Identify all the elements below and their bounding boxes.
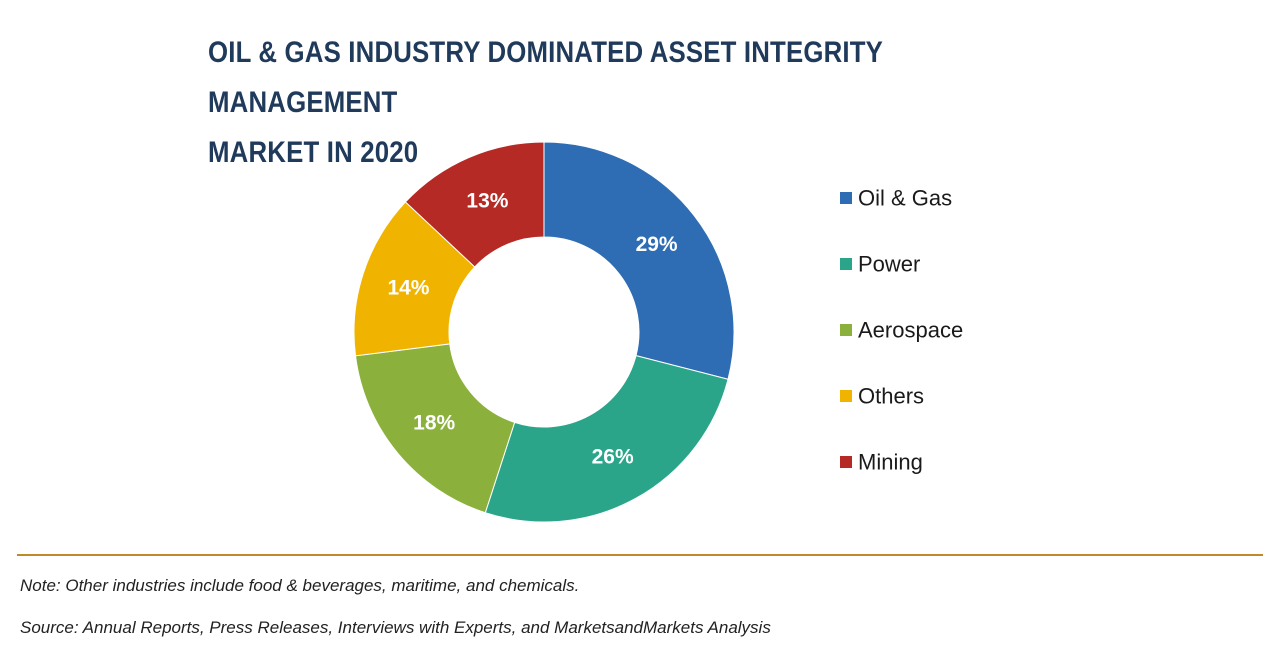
slice-label-mining: 13% [466,190,508,213]
chart-title: OIL & GAS INDUSTRY DOMINATED ASSET INTEG… [208,28,1068,178]
legend-label-aerospace: Aerospace [858,318,963,343]
legend-label-others: Others [858,384,924,409]
legend-label-mining: Mining [858,450,923,475]
slice-label-oil-and-gas: 29% [636,233,678,256]
slice-label-others: 14% [387,276,429,299]
footer-source: Source: Annual Reports, Press Releases, … [20,618,771,637]
chart-title-line-2: MARKET IN 2020 [208,136,419,169]
legend-swatch-power [840,258,852,270]
legend-label-oil-and-gas: Oil & Gas [858,186,952,211]
chart-legend: Oil & Gas Power Aerospace Others Mining [840,186,963,475]
legend-swatch-oil-and-gas [840,192,852,204]
footer-divider [17,554,1263,556]
slice-aerospace [354,343,516,514]
slice-power [484,355,729,523]
chart-title-line-1: OIL & GAS INDUSTRY DOMINATED ASSET INTEG… [208,36,883,119]
slice-label-aerospace: 18% [413,411,455,434]
legend-swatch-others [840,390,852,402]
donut-slices [353,141,735,523]
footer-note: Note: Other industries include food & be… [20,576,580,595]
slice-labels: 29% 26% 18% 14% 13% [387,190,677,469]
legend-label-power: Power [858,252,920,277]
legend-swatch-mining [840,456,852,468]
legend-swatch-aerospace [840,324,852,336]
slice-label-power: 26% [592,445,634,468]
slice-mining [404,141,545,268]
slice-oil-and-gas [543,141,735,380]
